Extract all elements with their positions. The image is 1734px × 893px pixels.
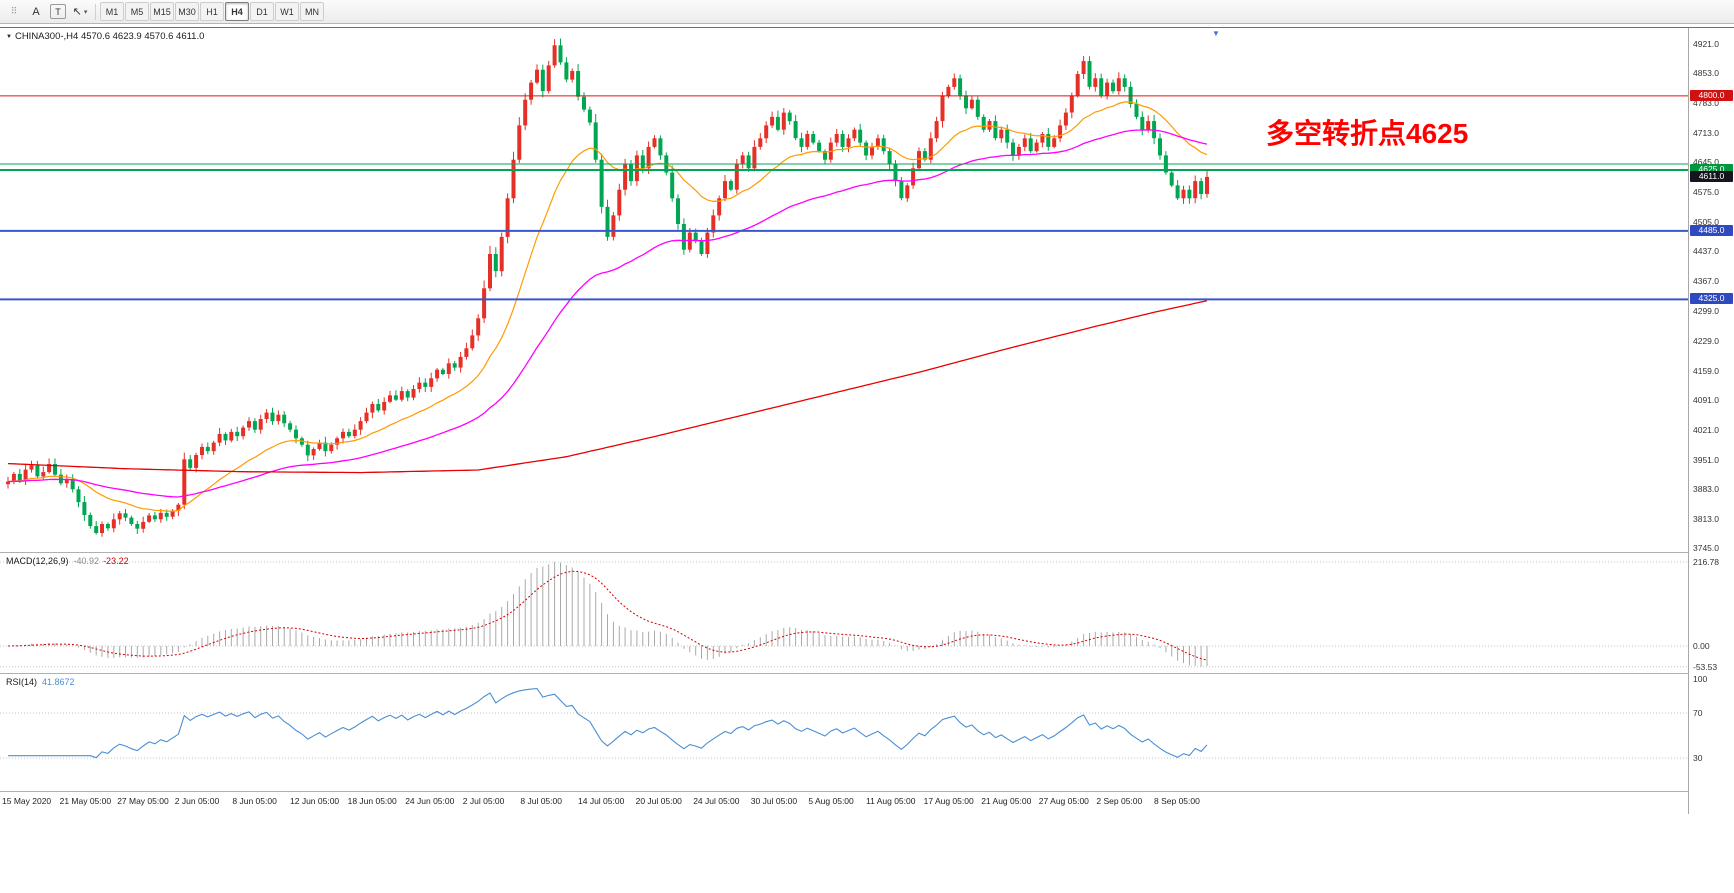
price-tick: 4713.0 (1693, 128, 1719, 139)
time-label: 15 May 2020 (2, 796, 52, 806)
price-badge-4485.0[interactable]: 4485.0 (1690, 224, 1733, 236)
panel-divider-rsi-time (0, 791, 1734, 792)
price-badge-4625.0[interactable]: 4625.0 (1690, 164, 1733, 175)
time-label: 27 May 05:00 (117, 796, 169, 806)
annotation-a-tool[interactable]: A (32, 5, 40, 18)
price-tick: 3883.0 (1693, 483, 1719, 494)
price-tick: 4021.0 (1693, 424, 1719, 435)
time-label: 24 Jun 05:00 (405, 796, 455, 806)
current-price-badge: 4611.0 (1690, 170, 1733, 182)
rsi-chart-canvas[interactable] (0, 674, 1688, 791)
price-axis[interactable]: 4921.0 4853.0 4783.0 4713.0 4645.0 4575.0 4505… (1688, 28, 1734, 814)
price-chart-canvas[interactable] (0, 28, 1688, 552)
rsi-value: 41.8672 (42, 677, 75, 687)
price-tick: 3951.0 (1693, 454, 1719, 465)
rsi-tick: 70 (1693, 708, 1703, 718)
macd-chart-canvas[interactable] (0, 553, 1688, 673)
timeframe-m15[interactable]: M15 (150, 2, 174, 21)
price-tick: 4159.0 (1693, 365, 1719, 376)
price-tick: 4437.0 (1693, 246, 1719, 257)
toolbar: ⠿ A T ↖ ▾ M1 M5 M15 M30 H1 H4 D1 W1 MN (0, 0, 1734, 24)
time-label: 21 May 05:00 (59, 796, 112, 806)
macd-label: MACD(12,26,9) -40.92 -23.22 (6, 556, 129, 566)
time-label: 11 Aug 05:00 (866, 796, 916, 806)
drawing-tools-group: ⠿ A T ↖ ▾ (3, 2, 91, 22)
timeframe-h4[interactable]: H4 (225, 2, 249, 21)
time-label: 21 Aug 05:00 (981, 796, 1032, 806)
toolbar-grip-icon[interactable]: ⠿ (10, 6, 18, 16)
price-tick: 4367.0 (1693, 276, 1719, 287)
time-label: 27 Aug 05:00 (1038, 796, 1089, 806)
macd-main-value: -40.92 (73, 556, 100, 566)
macd-tick-max: 216.78 (1693, 557, 1719, 567)
price-tick: 4921.0 (1693, 39, 1719, 49)
price-tick: 4853.0 (1693, 68, 1719, 79)
price-tick: 3813.0 (1693, 513, 1719, 524)
panel-divider-main-macd[interactable] (0, 552, 1734, 553)
price-tick: 4645.0 (1693, 157, 1719, 168)
chart-window: ▼ CHINA300-,H4 4570.6 4623.9 4570.6 4611.… (0, 27, 1734, 893)
rsi-tick: 100 (1693, 674, 1708, 685)
dropdown-arrow-icon[interactable]: ▾ (83, 8, 88, 16)
symbol-title: ▼ CHINA300-,H4 4570.6 4623.9 4570.6 4611.… (6, 31, 204, 42)
timeframe-w1[interactable]: W1 (275, 2, 299, 21)
rsi-tick: 30 (1693, 753, 1703, 763)
rsi-panel[interactable]: RSI(14) 41.8672 (0, 674, 1688, 791)
price-tick: 4229.0 (1693, 335, 1719, 346)
annotation-text[interactable]: 多空转折点4625 (1266, 118, 1469, 149)
main-chart-panel[interactable]: ▼ CHINA300-,H4 4570.6 4623.9 4570.6 4611.… (0, 28, 1688, 552)
time-label: 5 Aug 05:00 (808, 796, 854, 806)
time-label: 14 Jul 05:00 (578, 796, 625, 806)
symbol-dropdown-icon[interactable]: ▼ (6, 34, 12, 40)
macd-tick-zero: 0.00 (1693, 641, 1710, 651)
price-badge-4325.0[interactable]: 4325.0 (1690, 293, 1733, 305)
timeframe-h1[interactable]: H1 (200, 2, 224, 21)
macd-panel[interactable]: MACD(12,26,9) -40.92 -23.22 (0, 553, 1688, 673)
time-label: 8 Jul 05:00 (520, 796, 562, 806)
time-label: 12 Jun 05:00 (290, 796, 340, 806)
toolbar-separator (95, 3, 96, 20)
price-badge-4800.0[interactable]: 4800.0 (1690, 89, 1733, 101)
chart-shift-icon[interactable]: ▼ (1212, 29, 1220, 38)
time-label: 20 Jul 05:00 (635, 796, 682, 806)
panel-divider-macd-rsi[interactable] (0, 673, 1734, 674)
timeframe-m1[interactable]: M1 (100, 2, 124, 21)
timeframe-mn[interactable]: MN (300, 2, 324, 21)
price-tick: 3745.0 (1693, 543, 1719, 553)
rsi-label-text: RSI(14) (6, 677, 38, 687)
rsi-label: RSI(14) 41.8672 (6, 677, 75, 687)
price-tick: 4091.0 (1693, 394, 1719, 405)
price-tick: 4575.0 (1693, 187, 1719, 198)
time-label: 8 Jun 05:00 (232, 796, 277, 806)
timeframe-m30[interactable]: M30 (175, 2, 199, 21)
time-label: 17 Aug 05:00 (923, 796, 974, 806)
macd-tick-min: -53.53 (1693, 661, 1718, 672)
timeframe-d1[interactable]: D1 (250, 2, 274, 21)
time-label: 2 Jun 05:00 (174, 796, 220, 806)
time-label: 2 Jul 05:00 (462, 796, 505, 806)
price-tick: 4783.0 (1693, 98, 1719, 109)
time-label: 24 Jul 05:00 (693, 796, 740, 806)
time-label: 18 Jun 05:00 (347, 796, 397, 806)
time-label: 30 Jul 05:00 (750, 796, 798, 806)
macd-label-text: MACD(12,26,9) (6, 556, 69, 566)
time-label: 2 Sep 05:00 (1096, 796, 1143, 806)
price-tick: 4299.0 (1693, 305, 1719, 316)
timeframe-m5[interactable]: M5 (125, 2, 149, 21)
symbol-title-text: CHINA300-,H4 4570.6 4623.9 4570.6 4611.0 (14, 31, 205, 42)
time-axis[interactable]: 15 May 2020 21 May 05:00 27 May 05:00 2 Jun… (0, 792, 1688, 814)
text-tool[interactable]: T (50, 4, 66, 19)
timeframe-group: M1 M5 M15 M30 H1 H4 D1 W1 MN (100, 2, 325, 21)
macd-signal-value: -23.22 (103, 556, 129, 566)
cursor-tool[interactable]: ↖ ▾ (72, 6, 88, 18)
price-tick: 4505.0 (1693, 217, 1719, 228)
time-label: 8 Sep 05:00 (1154, 796, 1200, 806)
